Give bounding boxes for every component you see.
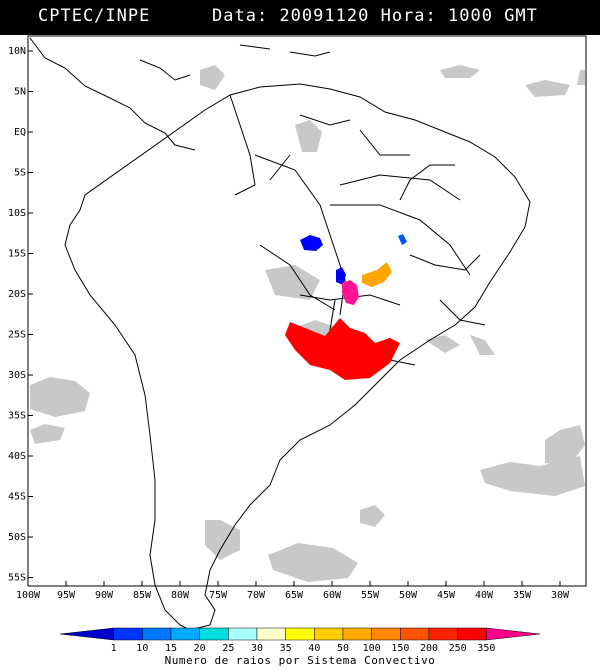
- color-bar-label: 250: [449, 643, 467, 654]
- lon-label: 60W: [323, 590, 342, 601]
- color-bar-segment: [428, 627, 458, 641]
- lon-label: 100W: [16, 590, 41, 601]
- blue-system: [300, 235, 323, 251]
- lon-label: 80W: [171, 590, 190, 601]
- lon-label: 40W: [475, 590, 494, 601]
- lon-label: 90W: [95, 590, 114, 601]
- color-bar-segment: [371, 627, 401, 641]
- lat-label: 5S: [14, 168, 26, 179]
- lat-label: EQ: [14, 127, 26, 138]
- lon-label: 55W: [361, 590, 380, 601]
- color-bar-segment: [199, 627, 229, 641]
- color-bar-label: 20: [194, 643, 206, 654]
- lat-label: 10S: [8, 208, 26, 219]
- convective-systems: [285, 234, 407, 380]
- legend-title: Numero de raios por Sistema Convectivo: [164, 654, 436, 667]
- color-bar-segment: [457, 627, 487, 641]
- color-bar-label: 1: [111, 643, 117, 654]
- color-bar-segment: [285, 627, 315, 641]
- lon-label: 35W: [513, 590, 532, 601]
- color-bar-segment: [228, 627, 258, 641]
- title-bar: CPTEC/INPE Data: 20091120 Hora: 1000 GMT: [0, 0, 600, 35]
- blue-system-small: [336, 267, 346, 285]
- lat-label: 25S: [8, 330, 26, 341]
- timestamp-label: Data: 20091120 Hora: 1000 GMT: [212, 6, 538, 26]
- lat-label: 10N: [8, 46, 26, 57]
- color-bar-label: 30: [251, 643, 263, 654]
- lat-label: 5N: [14, 87, 26, 98]
- color-bar-segment: [486, 627, 541, 641]
- source-label: CPTEC/INPE: [38, 6, 151, 26]
- date-value: 20091120: [279, 6, 370, 26]
- orange-system: [362, 262, 392, 287]
- color-bar-label: 40: [308, 643, 320, 654]
- lon-label: 95W: [57, 590, 76, 601]
- lon-label: 70W: [247, 590, 266, 601]
- color-bar-segment: [342, 627, 372, 641]
- lat-label: 15S: [8, 249, 26, 260]
- color-bar-label: 100: [363, 643, 381, 654]
- lon-label: 45W: [437, 590, 456, 601]
- red-system: [285, 318, 400, 380]
- color-bar-segment: [142, 627, 172, 641]
- lon-label: 30W: [551, 590, 570, 601]
- blue-system-east: [398, 234, 407, 245]
- lat-label: 30S: [8, 370, 26, 381]
- lon-label: 50W: [399, 590, 418, 601]
- hour-value: 1000 GMT: [448, 6, 538, 26]
- color-bar-label: 150: [391, 643, 409, 654]
- color-bar-segment: [113, 627, 143, 641]
- lat-label: 55S: [8, 573, 26, 584]
- color-bar-segment: [400, 627, 430, 641]
- color-bar-segment: [314, 627, 344, 641]
- map-frame: [27, 35, 587, 587]
- longitude-axis: 100W 95W 90W 85W 80W 75W 70W 65W 60W 55W 50W 45W 40W…: [16, 581, 570, 601]
- magenta-system: [342, 280, 359, 305]
- color-bar: 1 10 15 20 25 30 35 40 50 100 150 200 250 350: [59, 627, 541, 654]
- lat-label: 50S: [8, 532, 26, 543]
- color-bar-segment: [59, 627, 114, 641]
- color-bar-label: 10: [136, 643, 148, 654]
- color-bar-segment: [170, 627, 200, 641]
- lon-label: 85W: [133, 590, 152, 601]
- color-bar-label: 200: [420, 643, 438, 654]
- lat-label: 40S: [8, 451, 26, 462]
- lon-label: 75W: [209, 590, 228, 601]
- color-bar-label: 50: [337, 643, 349, 654]
- color-bar-label: 15: [165, 643, 177, 654]
- color-bar-segment: [256, 627, 286, 641]
- lon-label: 65W: [285, 590, 304, 601]
- lat-label: 35S: [8, 411, 26, 422]
- lat-label: 20S: [8, 289, 26, 300]
- latitude-axis: 10N 5N EQ 5S 10S 15S 20S 25S 30S 35S 40S 45S 50S 55S: [8, 46, 33, 584]
- color-bar-label: 350: [477, 643, 495, 654]
- lat-label: 45S: [8, 492, 26, 503]
- color-bar-label: 35: [280, 643, 292, 654]
- color-bar-label: 25: [222, 643, 234, 654]
